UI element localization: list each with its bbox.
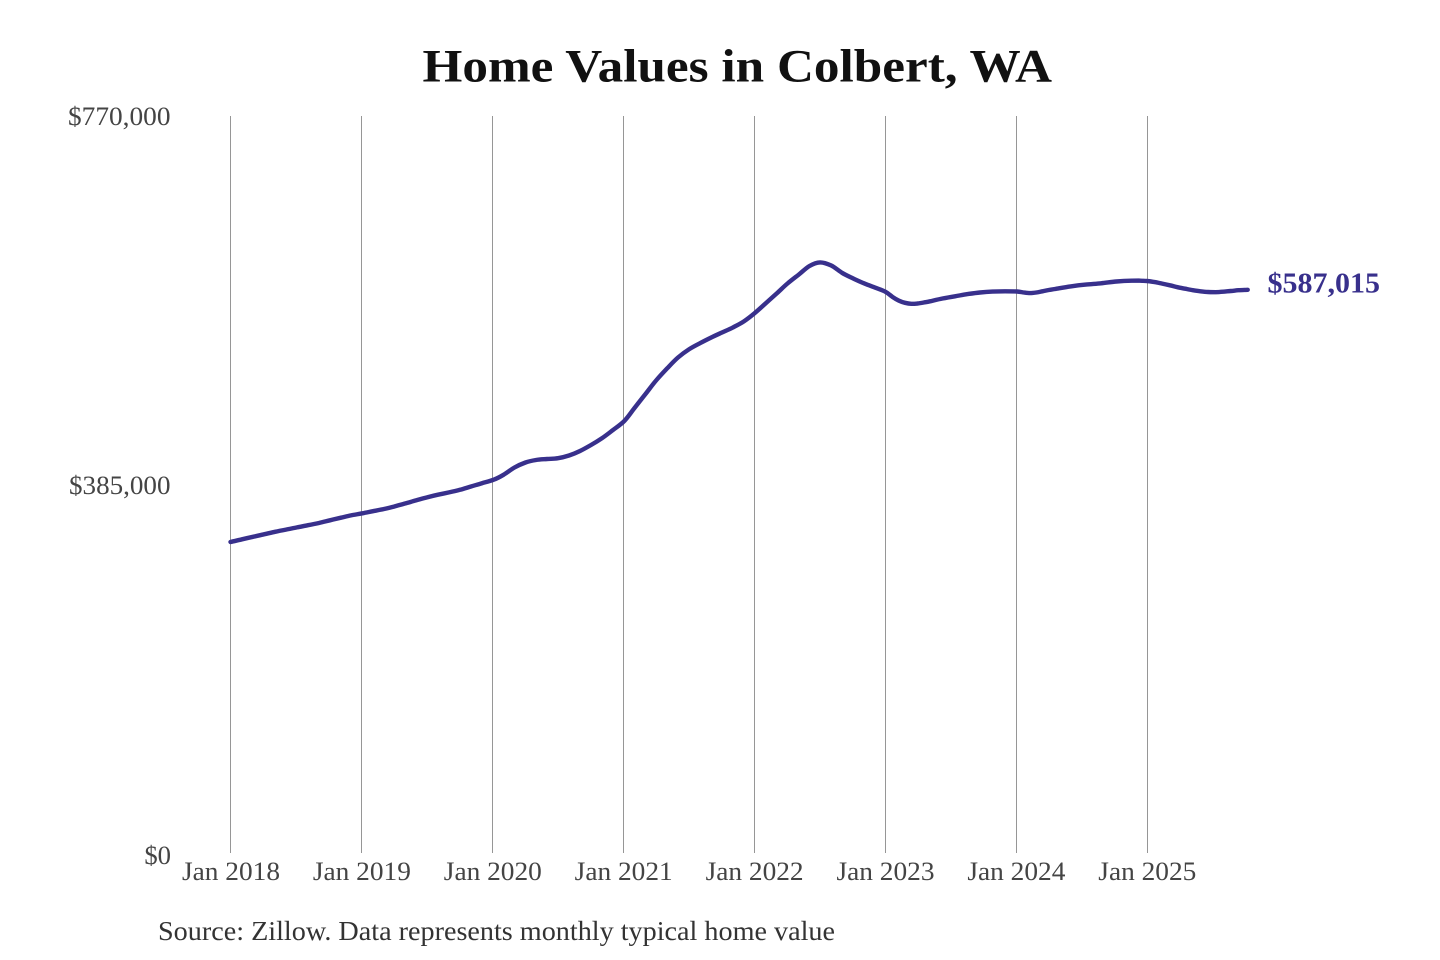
svg-text:$587,015: $587,015	[1268, 267, 1381, 299]
svg-text:Jan 2024: Jan 2024	[967, 856, 1065, 886]
svg-text:Source: Zillow. Data represent: Source: Zillow. Data represents monthly …	[158, 916, 835, 946]
svg-text:$0: $0	[144, 840, 171, 870]
svg-text:Jan 2018: Jan 2018	[182, 856, 280, 886]
svg-text:Home Values in Colbert, WA: Home Values in Colbert, WA	[423, 41, 1053, 92]
svg-text:Jan 2020: Jan 2020	[444, 856, 542, 886]
svg-text:Jan 2023: Jan 2023	[837, 856, 935, 886]
svg-text:Jan 2019: Jan 2019	[313, 856, 411, 886]
svg-text:$385,000: $385,000	[69, 470, 171, 500]
svg-text:Jan 2022: Jan 2022	[706, 856, 804, 886]
svg-text:Jan 2021: Jan 2021	[575, 856, 673, 886]
svg-text:Jan 2025: Jan 2025	[1098, 856, 1196, 886]
svg-text:$770,000: $770,000	[68, 101, 171, 131]
